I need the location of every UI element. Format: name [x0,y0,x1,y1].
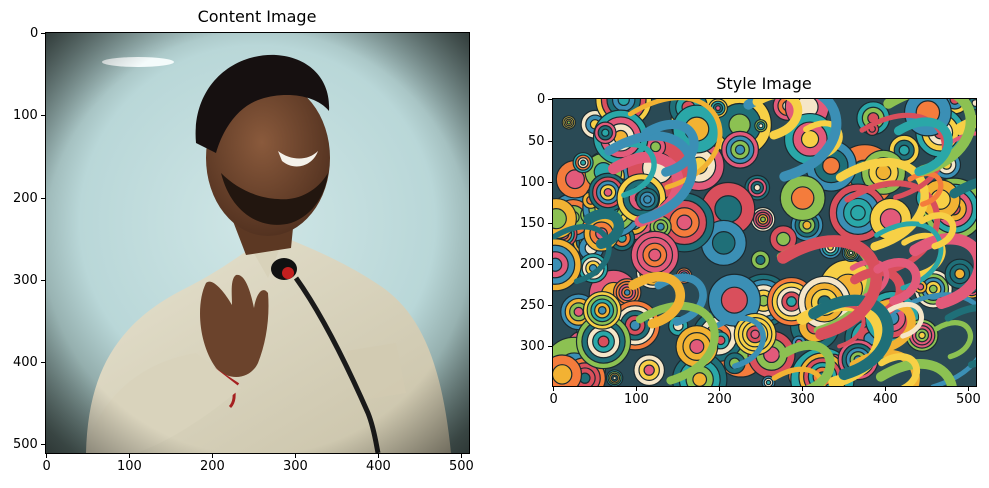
content-image-title: Content Image [197,7,317,26]
x-tick-label: 0 [549,392,558,407]
style-image-axes [552,98,977,387]
style-image-picture [553,99,976,386]
x-tick-label: 500 [449,459,474,474]
y-tick-mark [548,182,552,183]
y-tick-label: 300 [520,339,545,354]
y-tick-label: 50 [528,134,545,149]
x-tick-mark [378,454,379,458]
y-tick-mark [548,346,552,347]
x-tick-label: 400 [366,459,391,474]
y-tick-mark [41,362,45,363]
y-tick-mark [41,280,45,281]
x-tick-label: 100 [117,459,142,474]
x-tick-label: 200 [707,392,732,407]
y-tick-mark [41,444,45,445]
y-tick-label: 100 [520,175,545,190]
y-tick-label: 200 [13,191,38,206]
y-tick-label: 400 [13,355,38,370]
y-tick-mark [41,33,45,34]
x-tick-label: 0 [42,459,51,474]
y-tick-label: 0 [537,92,546,107]
x-tick-mark [636,387,637,391]
y-tick-mark [548,99,552,100]
x-tick-label: 300 [283,459,308,474]
x-tick-label: 200 [200,459,225,474]
x-tick-label: 300 [790,392,815,407]
y-tick-mark [41,115,45,116]
y-tick-label: 300 [13,273,38,288]
x-tick-mark [212,454,213,458]
x-tick-mark [719,387,720,391]
x-tick-mark [461,454,462,458]
y-tick-label: 150 [520,216,545,231]
x-tick-mark [802,387,803,391]
x-tick-label: 100 [624,392,649,407]
y-tick-label: 0 [30,26,39,41]
x-tick-mark [129,454,130,458]
x-tick-label: 500 [956,392,981,407]
x-tick-mark [295,454,296,458]
x-tick-mark [885,387,886,391]
y-tick-mark [548,223,552,224]
x-tick-mark [553,387,554,391]
x-tick-label: 400 [873,392,898,407]
y-tick-label: 500 [13,437,38,452]
x-tick-mark [46,454,47,458]
y-tick-label: 250 [520,298,545,313]
y-tick-mark [548,305,552,306]
y-tick-label: 200 [520,257,545,272]
style-image-title: Style Image [716,74,812,93]
y-tick-label: 100 [13,108,38,123]
y-tick-mark [41,198,45,199]
y-tick-mark [548,141,552,142]
y-tick-mark [548,264,552,265]
x-tick-mark [968,387,969,391]
content-image-picture [46,33,469,453]
content-image-axes [45,32,470,454]
